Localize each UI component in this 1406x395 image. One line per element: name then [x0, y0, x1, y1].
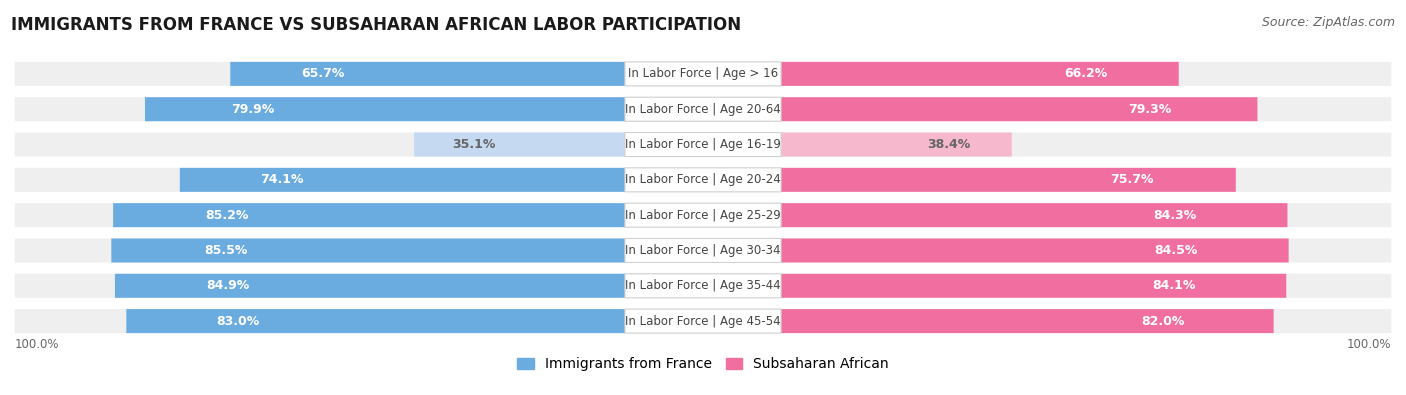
- FancyBboxPatch shape: [115, 274, 624, 298]
- Text: 84.3%: 84.3%: [1153, 209, 1197, 222]
- Legend: Immigrants from France, Subsaharan African: Immigrants from France, Subsaharan Afric…: [512, 352, 894, 377]
- FancyBboxPatch shape: [14, 203, 1392, 227]
- FancyBboxPatch shape: [14, 239, 1392, 263]
- FancyBboxPatch shape: [14, 62, 1392, 86]
- FancyBboxPatch shape: [624, 274, 782, 298]
- FancyBboxPatch shape: [624, 168, 782, 192]
- Text: In Labor Force | Age 30-34: In Labor Force | Age 30-34: [626, 244, 780, 257]
- FancyBboxPatch shape: [14, 274, 1392, 298]
- Text: 79.3%: 79.3%: [1129, 103, 1171, 116]
- Text: 84.5%: 84.5%: [1154, 244, 1198, 257]
- FancyBboxPatch shape: [624, 97, 782, 121]
- FancyBboxPatch shape: [782, 274, 1286, 298]
- Text: 75.7%: 75.7%: [1111, 173, 1154, 186]
- FancyBboxPatch shape: [14, 97, 1392, 121]
- Text: 100.0%: 100.0%: [1347, 338, 1392, 351]
- Text: In Labor Force | Age 35-44: In Labor Force | Age 35-44: [626, 279, 780, 292]
- Text: 100.0%: 100.0%: [14, 338, 59, 351]
- Text: 35.1%: 35.1%: [453, 138, 495, 151]
- FancyBboxPatch shape: [624, 239, 782, 263]
- FancyBboxPatch shape: [145, 97, 624, 121]
- Text: 74.1%: 74.1%: [260, 173, 304, 186]
- FancyBboxPatch shape: [624, 62, 782, 86]
- Text: 79.9%: 79.9%: [232, 103, 274, 116]
- Text: 83.0%: 83.0%: [217, 314, 259, 327]
- Text: 84.9%: 84.9%: [207, 279, 250, 292]
- Text: 65.7%: 65.7%: [301, 68, 344, 81]
- Text: Source: ZipAtlas.com: Source: ZipAtlas.com: [1261, 16, 1395, 29]
- FancyBboxPatch shape: [782, 309, 1274, 333]
- Text: 84.1%: 84.1%: [1152, 279, 1195, 292]
- FancyBboxPatch shape: [112, 203, 624, 227]
- Text: 66.2%: 66.2%: [1064, 68, 1107, 81]
- FancyBboxPatch shape: [127, 309, 624, 333]
- FancyBboxPatch shape: [782, 132, 1012, 156]
- Text: In Labor Force | Age 20-64: In Labor Force | Age 20-64: [626, 103, 780, 116]
- Text: 82.0%: 82.0%: [1142, 314, 1185, 327]
- FancyBboxPatch shape: [782, 203, 1288, 227]
- FancyBboxPatch shape: [624, 203, 782, 227]
- Text: 85.2%: 85.2%: [205, 209, 249, 222]
- Text: IMMIGRANTS FROM FRANCE VS SUBSAHARAN AFRICAN LABOR PARTICIPATION: IMMIGRANTS FROM FRANCE VS SUBSAHARAN AFR…: [11, 16, 741, 34]
- Text: In Labor Force | Age > 16: In Labor Force | Age > 16: [628, 68, 778, 81]
- Text: In Labor Force | Age 25-29: In Labor Force | Age 25-29: [626, 209, 780, 222]
- Text: In Labor Force | Age 45-54: In Labor Force | Age 45-54: [626, 314, 780, 327]
- FancyBboxPatch shape: [624, 309, 782, 333]
- FancyBboxPatch shape: [180, 168, 624, 192]
- FancyBboxPatch shape: [14, 309, 1392, 333]
- Text: 38.4%: 38.4%: [927, 138, 970, 151]
- FancyBboxPatch shape: [231, 62, 624, 86]
- Text: In Labor Force | Age 20-24: In Labor Force | Age 20-24: [626, 173, 780, 186]
- FancyBboxPatch shape: [782, 239, 1289, 263]
- FancyBboxPatch shape: [14, 132, 1392, 156]
- Text: In Labor Force | Age 16-19: In Labor Force | Age 16-19: [626, 138, 780, 151]
- FancyBboxPatch shape: [782, 97, 1257, 121]
- FancyBboxPatch shape: [111, 239, 624, 263]
- FancyBboxPatch shape: [782, 62, 1178, 86]
- FancyBboxPatch shape: [782, 168, 1236, 192]
- FancyBboxPatch shape: [14, 168, 1392, 192]
- FancyBboxPatch shape: [624, 132, 782, 156]
- Text: 85.5%: 85.5%: [204, 244, 247, 257]
- FancyBboxPatch shape: [415, 132, 624, 156]
